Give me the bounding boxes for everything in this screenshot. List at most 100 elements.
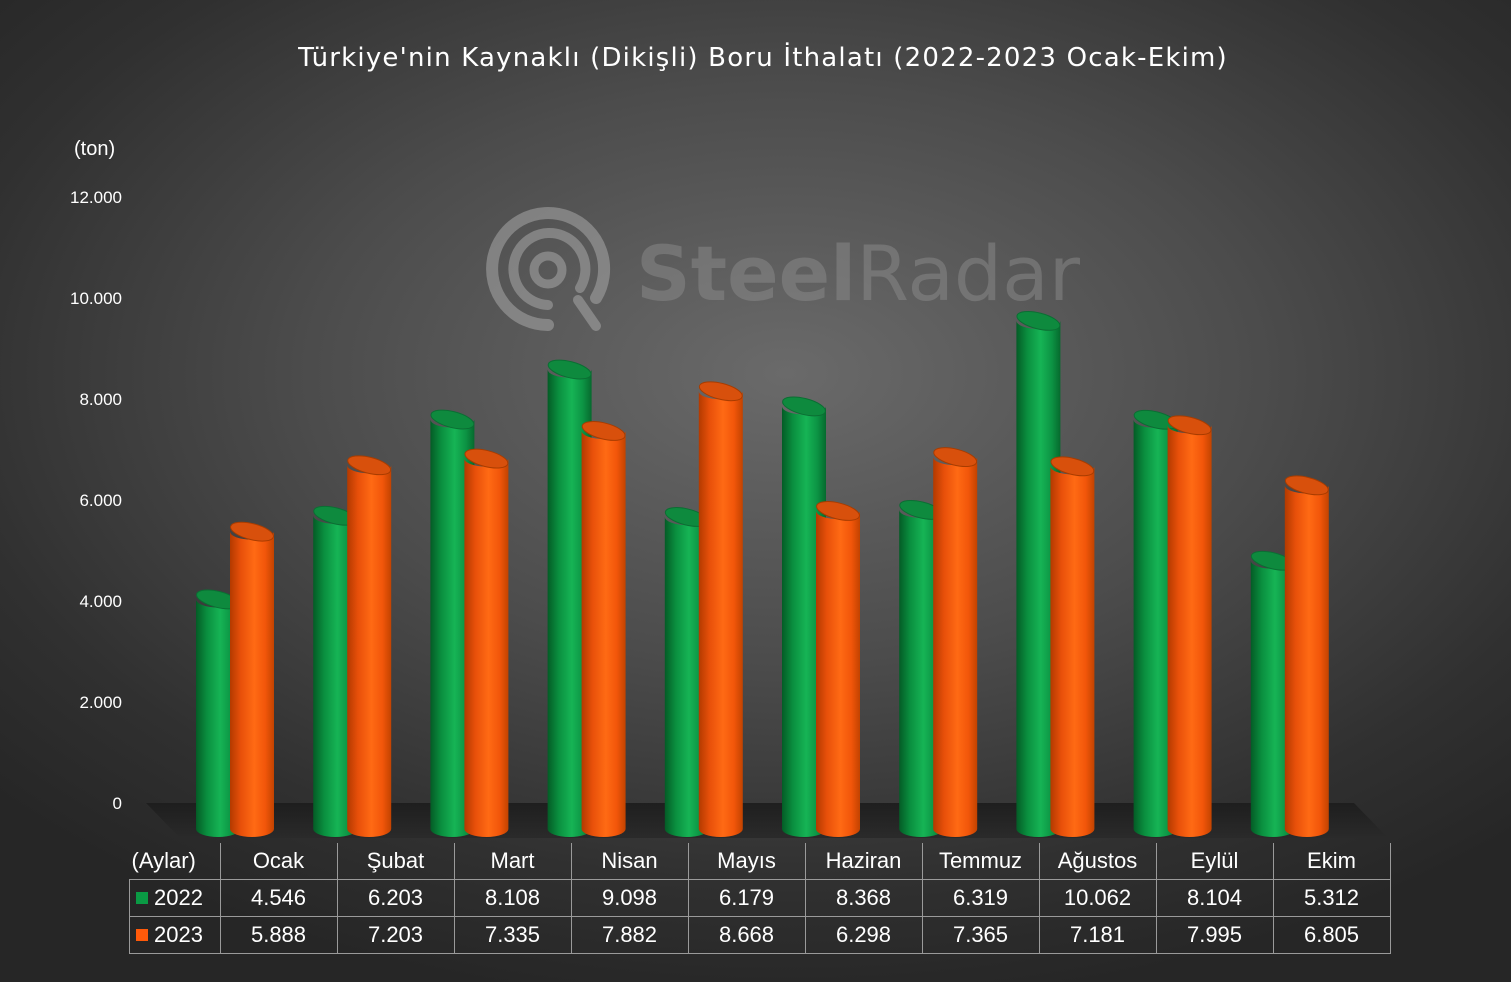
bar-body — [1284, 485, 1329, 837]
y-tick-label: 6.000 — [79, 491, 122, 510]
radar-logo-icon — [486, 207, 611, 331]
bars-group — [196, 310, 1329, 837]
bar-body — [782, 406, 826, 837]
table-value-cell: 6.805 — [1272, 916, 1391, 954]
table-month-header: Eylül — [1155, 843, 1274, 880]
table-value-cell: 6.203 — [336, 879, 455, 917]
table-value-cell: 7.882 — [570, 916, 689, 954]
bar-2022-7 — [899, 499, 944, 837]
bar-top-cap — [933, 447, 978, 467]
bar-top-cap — [430, 409, 475, 430]
table-month-header: Haziran — [804, 843, 923, 880]
bar-body — [816, 510, 860, 837]
legend-label: 2022 — [154, 885, 203, 910]
bar-body — [230, 531, 274, 837]
legend-label: 2023 — [154, 922, 203, 947]
bar-2023-10 — [1284, 475, 1329, 837]
bar-2023-6 — [816, 501, 860, 837]
bar-2022-1 — [196, 589, 240, 837]
bar-body — [1133, 419, 1178, 837]
steelradar-watermark: SteelRadar — [486, 207, 1081, 331]
y-axis-unit-label: (ton) — [74, 138, 115, 160]
legend-entry: 2023 — [129, 916, 221, 954]
table-value-cell: 4.546 — [219, 879, 338, 917]
table-row-2022: 2022 4.546 6.203 8.108 9.098 6.179 8.368 6.319 1… — [129, 879, 1391, 917]
table-value-cell: 7.203 — [336, 916, 455, 954]
y-tick-label: 0 — [113, 794, 122, 813]
table-value-cell: 7.365 — [921, 916, 1040, 954]
bar-body — [1050, 466, 1095, 837]
table-value-cell: 8.108 — [453, 879, 572, 917]
table-month-header: Temmuz — [921, 843, 1040, 880]
bar-2023-2 — [347, 455, 392, 837]
bar-body — [464, 458, 509, 837]
bar-top-cap — [816, 501, 860, 521]
bar-2023-9 — [1167, 415, 1212, 837]
bar-top-cap — [464, 448, 509, 469]
table-value-cell: 6.179 — [687, 879, 806, 917]
table-value-cell: 5.888 — [219, 916, 338, 954]
table-corner-label: (Aylar) — [129, 843, 221, 880]
table-value-cell: 10.062 — [1038, 879, 1157, 917]
watermark-radar-text: Radar — [856, 229, 1081, 318]
bar-body — [430, 419, 475, 837]
bar-top-cap — [1050, 456, 1095, 477]
table-body: 2022 4.546 6.203 8.108 9.098 6.179 8.368 6.319 1… — [129, 879, 1391, 954]
table-month-header: Şubat — [336, 843, 455, 880]
table-value-cell: 8.104 — [1155, 879, 1274, 917]
y-tick-label: 8.000 — [79, 390, 122, 409]
bar-2022-5 — [664, 507, 709, 837]
bar-top-cap — [230, 521, 274, 542]
table-month-header: Ağustos — [1038, 843, 1157, 880]
svg-text:SteelRadar: SteelRadar — [636, 229, 1081, 318]
table-header-row: (Aylar) Ocak Şubat Mart Nisan Mayıs Haziran Te… — [129, 843, 1391, 880]
chart-title: Türkiye'nin Kaynaklı (Dikişli) Boru İtha… — [297, 41, 1228, 73]
chart-canvas: Türkiye'nin Kaynaklı (Dikişli) Boru İtha… — [70, 41, 1388, 838]
bar-2022-9 — [1133, 409, 1178, 837]
y-tick-label: 2.000 — [79, 693, 122, 712]
bar-2022-2 — [313, 505, 358, 837]
legend-swatch — [136, 892, 148, 904]
table-month-header: Mayıs — [687, 843, 806, 880]
bar-top-cap — [1016, 310, 1061, 331]
table-value-cell: 8.668 — [687, 916, 806, 954]
bar-2023-1 — [230, 521, 274, 837]
bar-top-cap — [581, 421, 626, 441]
bar-body — [581, 430, 626, 837]
bar-body — [899, 509, 944, 837]
table-value-cell: 5.312 — [1272, 879, 1391, 917]
bar-top-cap — [1284, 475, 1329, 496]
bar-top-cap — [547, 359, 592, 380]
table-value-cell: 6.319 — [921, 879, 1040, 917]
legend-swatch — [136, 929, 148, 941]
bar-2023-5 — [698, 381, 743, 837]
bar-2023-7 — [933, 447, 978, 837]
bar-2023-3 — [464, 448, 509, 837]
bar-2023-4 — [581, 421, 626, 837]
bar-2022-6 — [782, 396, 826, 837]
bar-2022-8 — [1016, 310, 1061, 837]
y-tick-label: 12.000 — [70, 188, 122, 207]
bar-body — [1250, 560, 1295, 837]
bar-top-cap — [782, 396, 826, 417]
table-value-cell: 7.995 — [1155, 916, 1274, 954]
table-month-header: Ocak — [219, 843, 338, 880]
y-tick-label: 10.000 — [70, 289, 122, 308]
bar-top-cap — [698, 381, 743, 402]
table-month-header: Mart — [453, 843, 572, 880]
bar-top-cap — [1167, 415, 1212, 436]
y-axis-ticks: 0 2.000 4.000 6.000 8.000 10.000 12.000 — [70, 188, 122, 813]
data-table: (Aylar) Ocak Şubat Mart Nisan Mayıs Haziran Te… — [129, 843, 1391, 954]
watermark-steel-text: Steel — [636, 229, 856, 318]
table-value-cell: 7.335 — [453, 916, 572, 954]
bar-body — [698, 391, 743, 837]
bar-body — [196, 599, 240, 837]
bar-body — [547, 369, 592, 837]
bar-2023-8 — [1050, 456, 1095, 837]
table-value-cell: 9.098 — [570, 879, 689, 917]
table-value-cell: 6.298 — [804, 916, 923, 954]
bar-body — [933, 457, 978, 837]
y-tick-label: 4.000 — [79, 592, 122, 611]
table-month-header: Ekim — [1272, 843, 1391, 880]
table-month-header: Nisan — [570, 843, 689, 880]
